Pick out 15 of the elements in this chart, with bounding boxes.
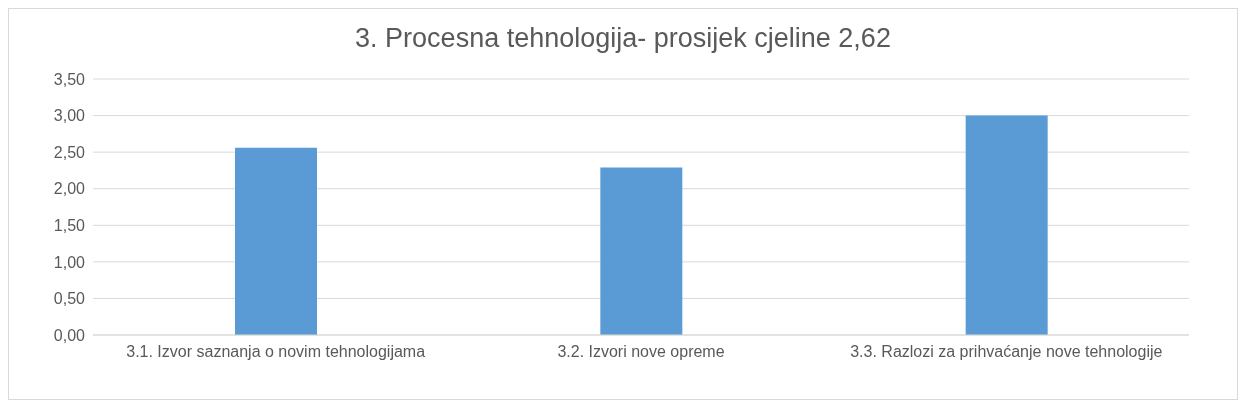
- bar: [235, 147, 317, 335]
- y-tick-label: 1,00: [53, 253, 86, 271]
- chart-title: 3. Procesna tehnologija- prosijek cjeline 2,62: [354, 22, 892, 55]
- y-tick-label: 3,50: [53, 70, 86, 88]
- y-tick-label: 3,00: [53, 107, 86, 125]
- x-tick-label: 3.1. Izvor saznanja o novim tehnologijama: [126, 343, 426, 360]
- y-tick-label: 0,50: [53, 290, 86, 308]
- y-tick-label: 2,00: [53, 180, 86, 198]
- bar: [965, 115, 1048, 335]
- y-tick-label: 1,50: [53, 216, 86, 234]
- y-tick-label: 0,00: [53, 326, 86, 344]
- x-tick-label: 3.2. Izvori nove opreme: [557, 343, 725, 360]
- x-tick-label: 3.3. Razlozi za prihvaćanje nove tehnologije: [850, 343, 1163, 360]
- bar: [600, 167, 683, 335]
- y-tick-label: 2,50: [53, 143, 86, 161]
